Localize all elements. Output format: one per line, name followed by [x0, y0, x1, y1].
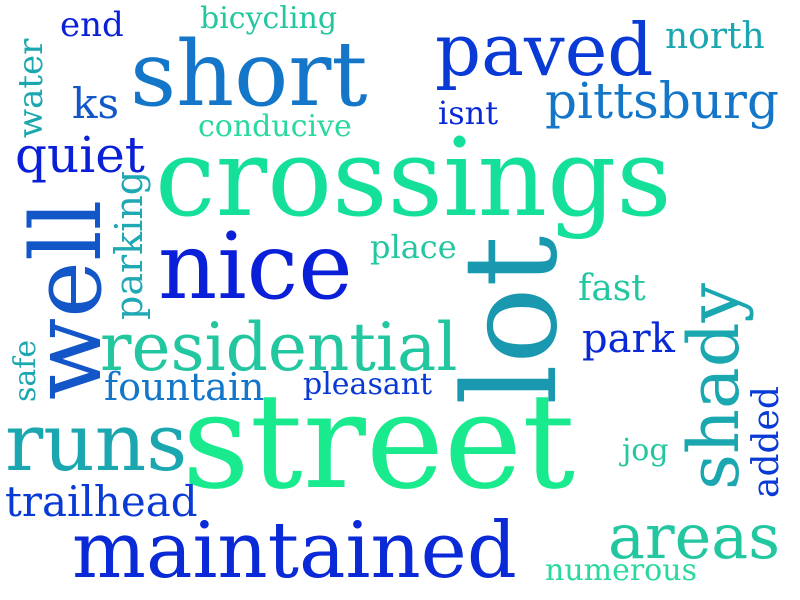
word-pleasant: pleasant — [303, 367, 432, 402]
word-well: well — [11, 200, 123, 400]
word-quiet: quiet — [15, 126, 145, 184]
word-areas: areas — [608, 500, 780, 573]
word-numerous: numerous — [545, 553, 697, 588]
word-lot: lot — [437, 236, 586, 405]
word-nice: nice — [158, 213, 353, 320]
word-crossings: crossings — [155, 116, 672, 241]
word-safe: safe — [8, 340, 43, 402]
word-shady: shady — [673, 282, 755, 490]
word-residential: residential — [100, 309, 458, 386]
word-bicycling: bicycling — [200, 1, 337, 36]
word-park: park — [582, 316, 676, 362]
word-north: north — [665, 16, 765, 57]
word-conducive: conducive — [198, 109, 352, 144]
word-added: added — [746, 386, 787, 498]
word-street: street — [182, 365, 575, 519]
word-parking: parking — [107, 171, 151, 320]
word-fountain: fountain — [104, 365, 264, 409]
word-ks: ks — [72, 79, 119, 128]
word-water: water — [11, 38, 51, 138]
word-pittsburg: pittsburg — [545, 72, 779, 130]
word-maintained: maintained — [72, 506, 517, 596]
word-short: short — [130, 22, 368, 127]
word-end: end — [60, 5, 124, 45]
word-trailhead: trailhead — [5, 477, 198, 526]
word-paved: paved — [435, 8, 653, 92]
word-jog: jog — [619, 433, 669, 468]
word-fast: fast — [578, 268, 646, 309]
word-place: place — [370, 228, 457, 266]
word-isnt: isnt — [438, 94, 498, 132]
word-runs: runs — [5, 396, 187, 489]
